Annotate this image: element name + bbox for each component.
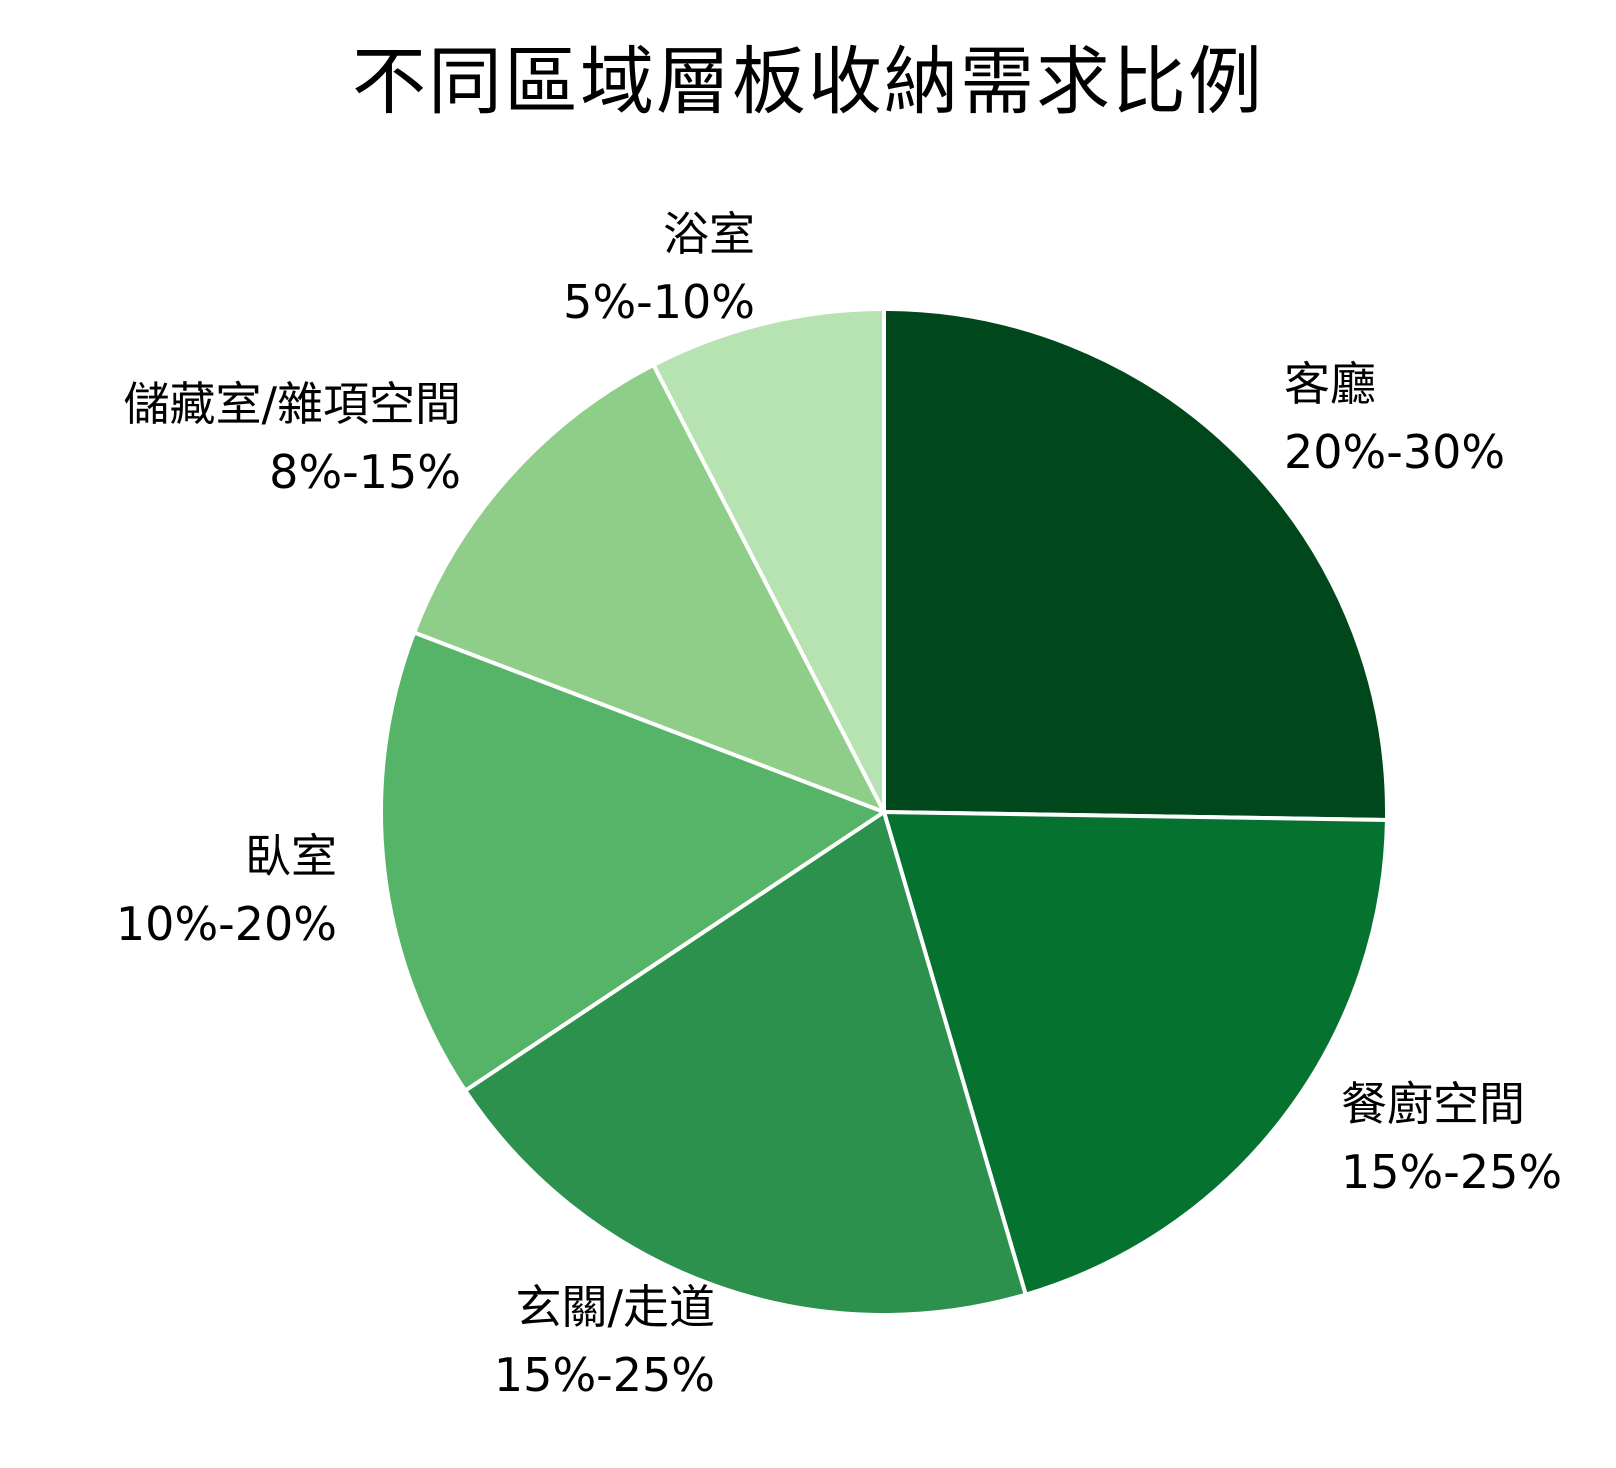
chart-title: 不同區域層板收納需求比例 (352, 39, 1264, 125)
pie-slice (882, 810, 1389, 1297)
slice-label: 儲藏室/雜項空間 (124, 377, 462, 431)
slice-range-label: 20%-30% (1284, 425, 1505, 479)
slice-label: 浴室 (663, 207, 755, 261)
pie-slice (379, 630, 886, 1093)
slice-range-label: 10%-20% (116, 897, 337, 951)
slice-range-label: 15%-25% (494, 1348, 715, 1402)
pie-slice (412, 362, 886, 814)
slice-range-label: 5%-10% (563, 275, 755, 329)
slice-label: 玄關/走道 (516, 1280, 716, 1334)
slice-label: 餐廚空間 (1341, 1077, 1525, 1131)
slice-range-label: 8%-15% (269, 445, 461, 499)
pie-slice (651, 307, 886, 814)
pie-slice (882, 307, 1389, 822)
slice-range-label: 15%-25% (1341, 1145, 1562, 1199)
slice-label: 臥室 (245, 829, 337, 883)
slice-label: 客廳 (1284, 357, 1376, 411)
pie-slice (463, 810, 1028, 1317)
